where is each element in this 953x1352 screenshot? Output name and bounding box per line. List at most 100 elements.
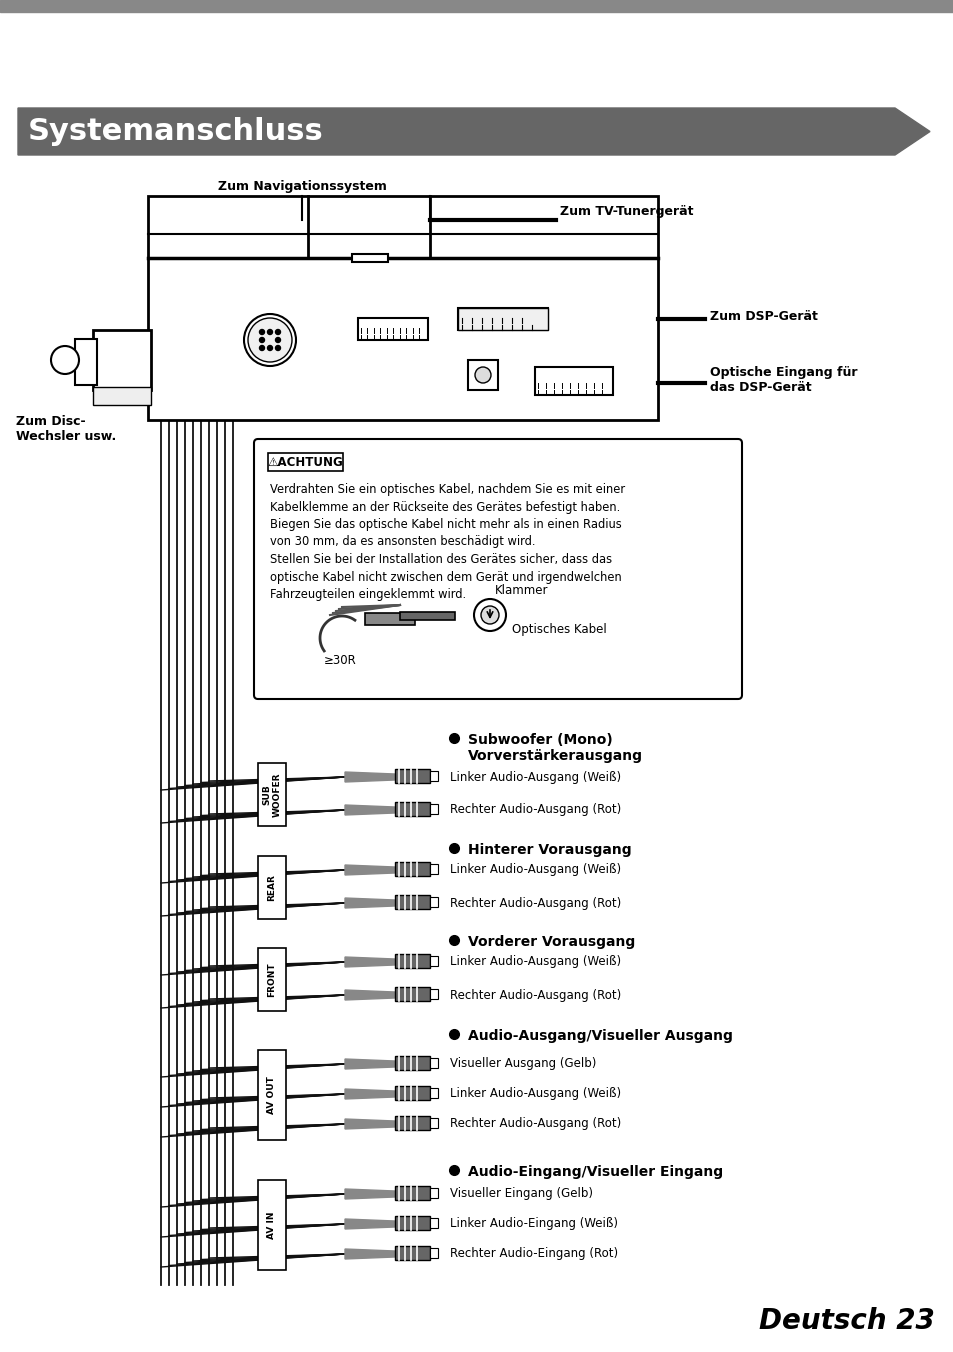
Text: REAR: REAR [267, 873, 276, 900]
Text: Subwoofer (Mono)
Vorverstärkerausgang: Subwoofer (Mono) Vorverstärkerausgang [468, 733, 642, 763]
Text: Vorderer Vorausgang: Vorderer Vorausgang [468, 936, 635, 949]
Text: Rechter Audio-Ausgang (Rot): Rechter Audio-Ausgang (Rot) [450, 1118, 620, 1130]
Polygon shape [345, 865, 395, 875]
Polygon shape [345, 1249, 395, 1259]
Bar [395, 1056, 430, 1069]
Circle shape [267, 330, 273, 334]
Polygon shape [345, 1119, 395, 1129]
Bar [430, 1118, 437, 1128]
Polygon shape [345, 957, 395, 967]
Text: Hinterer Vorausgang: Hinterer Vorausgang [468, 844, 631, 857]
Text: ⚠ACHTUNG: ⚠ACHTUNG [267, 456, 342, 469]
Text: Systemanschluss: Systemanschluss [28, 118, 323, 146]
Polygon shape [345, 1188, 395, 1199]
FancyBboxPatch shape [253, 439, 741, 699]
Bar [430, 896, 437, 907]
Polygon shape [345, 1220, 395, 1229]
Polygon shape [345, 772, 395, 781]
Bar [395, 802, 430, 817]
Text: Zum DSP-Gerät: Zum DSP-Gerät [709, 310, 817, 323]
Bar [457, 308, 547, 330]
Bar [75, 339, 97, 385]
Polygon shape [345, 898, 395, 909]
Bar [457, 308, 547, 330]
Bar [257, 948, 286, 1011]
Bar [365, 612, 415, 625]
Text: Optische Eingang für
das DSP-Gerät: Optische Eingang für das DSP-Gerät [709, 366, 857, 393]
Bar [430, 771, 437, 781]
Bar [257, 1180, 286, 1270]
Text: Rechter Audio-Ausgang (Rot): Rechter Audio-Ausgang (Rot) [450, 803, 620, 817]
Bar [395, 1247, 430, 1260]
Text: Klammer: Klammer [495, 584, 548, 596]
Bar [468, 360, 497, 389]
Text: Zum Navigationssystem: Zum Navigationssystem [217, 180, 386, 193]
Bar [268, 453, 343, 470]
Bar [430, 1088, 437, 1098]
Bar [399, 612, 455, 621]
Circle shape [275, 346, 280, 350]
Bar [430, 1059, 437, 1068]
Bar [92, 387, 151, 406]
Text: Verdrahten Sie ein optisches Kabel, nachdem Sie es mit einer
Kabelklemme an der : Verdrahten Sie ein optisches Kabel, nach… [270, 483, 624, 602]
Text: Linker Audio-Eingang (Weiß): Linker Audio-Eingang (Weiß) [450, 1218, 618, 1230]
Bar [395, 1086, 430, 1101]
Bar [395, 863, 430, 876]
Bar [257, 1051, 286, 1140]
Text: AV IN: AV IN [267, 1211, 276, 1238]
Bar [430, 956, 437, 965]
Text: Linker Audio-Ausgang (Weiß): Linker Audio-Ausgang (Weiß) [450, 956, 620, 968]
Bar [0, 0, 953, 12]
Polygon shape [345, 1059, 395, 1069]
Bar [430, 804, 437, 814]
Circle shape [475, 366, 491, 383]
Bar [92, 330, 151, 389]
Circle shape [244, 314, 295, 366]
Polygon shape [345, 1088, 395, 1099]
Bar [430, 1188, 437, 1198]
Text: AV OUT: AV OUT [267, 1076, 276, 1114]
Circle shape [259, 346, 264, 350]
Text: Rechter Audio-Eingang (Rot): Rechter Audio-Eingang (Rot) [450, 1248, 618, 1260]
Circle shape [51, 346, 79, 375]
Text: SUB
WOOFER: SUB WOOFER [262, 772, 281, 817]
Bar [148, 196, 658, 420]
Bar [395, 1115, 430, 1130]
Text: Rechter Audio-Ausgang (Rot): Rechter Audio-Ausgang (Rot) [450, 988, 620, 1002]
Text: Deutsch 23: Deutsch 23 [759, 1307, 934, 1334]
Polygon shape [345, 804, 395, 815]
Bar [395, 987, 430, 1000]
Bar [395, 1215, 430, 1230]
Text: Optisches Kabel: Optisches Kabel [512, 623, 606, 637]
Circle shape [267, 346, 273, 350]
Bar [430, 1248, 437, 1257]
Text: Linker Audio-Ausgang (Weiß): Linker Audio-Ausgang (Weiß) [450, 864, 620, 876]
Bar [395, 895, 430, 909]
Bar [430, 990, 437, 999]
Bar [395, 769, 430, 783]
Circle shape [259, 338, 264, 342]
Text: ≥30R: ≥30R [323, 653, 356, 667]
Polygon shape [18, 108, 929, 155]
Text: Visueller Eingang (Gelb): Visueller Eingang (Gelb) [450, 1187, 593, 1201]
Circle shape [275, 330, 280, 334]
Bar [430, 1218, 437, 1228]
Circle shape [248, 318, 292, 362]
Bar [352, 254, 388, 262]
Text: Rechter Audio-Ausgang (Rot): Rechter Audio-Ausgang (Rot) [450, 896, 620, 910]
Bar [395, 1186, 430, 1201]
Bar [395, 955, 430, 968]
Circle shape [474, 599, 505, 631]
Text: Linker Audio-Ausgang (Weiß): Linker Audio-Ausgang (Weiß) [450, 1087, 620, 1101]
Text: Linker Audio-Ausgang (Weiß): Linker Audio-Ausgang (Weiß) [450, 771, 620, 784]
Text: Zum Disc-
Wechsler usw.: Zum Disc- Wechsler usw. [16, 415, 116, 443]
Text: FRONT: FRONT [267, 963, 276, 996]
Circle shape [259, 330, 264, 334]
Text: Audio-Eingang/Visueller Eingang: Audio-Eingang/Visueller Eingang [468, 1165, 722, 1179]
Bar [430, 864, 437, 873]
Text: Zum TV-Tunergerät: Zum TV-Tunergerät [559, 206, 693, 218]
Bar [535, 366, 613, 395]
Bar [357, 318, 428, 339]
Text: Visueller Ausgang (Gelb): Visueller Ausgang (Gelb) [450, 1057, 596, 1071]
Text: Audio-Ausgang/Visueller Ausgang: Audio-Ausgang/Visueller Ausgang [468, 1029, 732, 1042]
